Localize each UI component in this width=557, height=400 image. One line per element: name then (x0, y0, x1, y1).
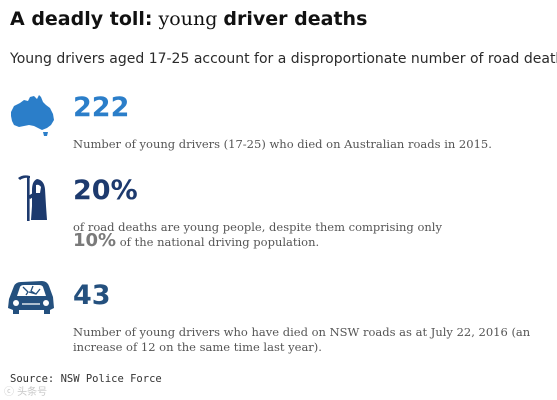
stat-desc-young-share-line2: 10% of the national driving population. (73, 230, 320, 251)
stat-desc-young-share-line2-text: of the national driving population. (119, 235, 320, 249)
stat-desc-nsw-deaths-line1: Number of young drivers who have died on… (73, 325, 531, 339)
page-title: A deadly toll: young driver deaths (10, 8, 367, 30)
stat-number-nsw-deaths-2016: 43 (73, 280, 111, 311)
title-part-3: driver deaths (223, 8, 368, 30)
stat-desc-nsw-deaths-line2: increase of 12 on the same time last yea… (73, 340, 322, 354)
title-part-1: A deadly toll: (10, 8, 153, 30)
australia-map-icon (8, 92, 58, 136)
stat-desc-deaths-2015: Number of young drivers (17-25) who died… (73, 137, 492, 151)
watermark: ⓒ 头条号 (4, 387, 48, 398)
title-part-2: young (158, 8, 218, 30)
crashed-car-icon (6, 277, 56, 317)
stat-number-young-share: 20% (73, 175, 138, 206)
stat-desc-young-share-line1: of road deaths are young people, despite… (73, 220, 442, 234)
source-note: Source: NSW Police Force (10, 373, 162, 385)
stat-highlight-population-share: 10% (73, 230, 117, 251)
page-subtitle: Young drivers aged 17-25 account for a d… (10, 51, 557, 67)
stat-number-deaths-2015: 222 (73, 92, 130, 123)
grim-reaper-icon (17, 174, 49, 222)
